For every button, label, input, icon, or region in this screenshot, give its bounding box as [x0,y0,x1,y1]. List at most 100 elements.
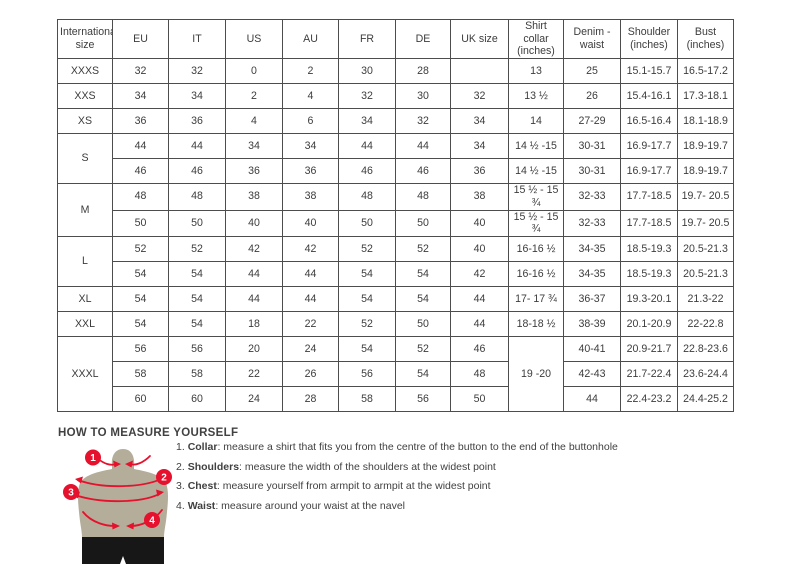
size-chart-body: XXXS 32 32 0 2 30 28 13 25 15.1-15.7 16.5-17.2 XXS 3… [57,58,734,412]
column-header: Shirt collar (inches) [508,18,564,60]
table-cell: 42-43 [563,360,621,387]
marker-number-1: 1 [90,453,96,464]
table-cell: 54 [168,285,226,312]
table-cell: 24 [225,385,283,412]
table-cell: 17.7-18.5 [620,183,678,211]
table-row: XL 54 54 44 44 54 54 44 17- 17 ¾ 36-37 19.3-20.1 21… [57,285,734,312]
table-cell: 32 [112,58,169,85]
table-cell: 40 [450,209,509,237]
table-cell: 32-33 [563,209,621,237]
mannequin-shorts [82,537,164,564]
column-header: Bust (inches) [677,18,734,60]
table-cell: 48 [112,183,169,211]
table-cell: 16-16 ½ [508,260,564,287]
table-cell: 44 [225,260,283,287]
table-cell: 40 [450,235,509,262]
table-cell: 54 [168,310,226,337]
table-cell: 4 [225,108,283,135]
table-cell: 44 [112,133,169,160]
table-cell: 42 [282,235,339,262]
column-header: Denim - waist [563,18,621,60]
table-cell: 34 [338,108,396,135]
table-cell: 26 [563,83,621,110]
table-cell: 32 [168,58,226,85]
marker-circle-2 [156,469,172,485]
table-cell: 54 [395,260,451,287]
table-cell: 44 [225,285,283,312]
table-cell: 50 [338,209,396,237]
table-cell: 27-29 [563,108,621,135]
table-cell: 54 [395,360,451,387]
table-cell: 13 [508,58,564,85]
table-cell: 48 [168,183,226,211]
table-cell: XXL [57,310,113,337]
table-cell: 15.4-16.1 [620,83,678,110]
table-cell: 32 [338,83,396,110]
table-cell: XS [57,108,113,135]
column-header: Shoulder (inches) [620,18,678,60]
table-cell: 20.1-20.9 [620,310,678,337]
table-cell: 15 ½ - 15 ¾ [508,209,564,237]
table-cell: 56 [395,385,451,412]
table-row: 54 54 44 44 54 54 42 16-16 ½ 34-35 18.5-19.3 20.5-… [58,260,734,287]
table-cell: 46 [395,158,451,185]
table-cell: 40-41 [563,335,621,362]
table-cell: 28 [395,58,451,85]
table-cell: 46 [338,158,396,185]
table-cell: 44 [282,260,339,287]
measure-instructions-list: 1. Collar: measure a shirt that fits you… [176,441,618,520]
table-cell: 46 [450,335,509,362]
table-cell: 52 [338,310,396,337]
table-cell: 22.8-23.6 [677,335,734,362]
marker-circle-1 [85,449,101,466]
table-cell: 19.7- 20.5 [677,183,734,211]
table-cell: 18.9-19.7 [677,158,734,185]
table-cell: 4 [282,83,339,110]
mannequin-illustration: 1 2 3 4 [63,449,172,564]
table-cell: 36 [282,158,339,185]
table-cell: 56 [338,360,396,387]
table-cell: 48 [450,360,509,387]
table-cell: 52 [168,235,226,262]
size-chart-header: International size EU IT US AU FR DE UK size Shi… [57,18,734,60]
table-cell: 18.5-19.3 [620,235,678,262]
column-header: FR [338,18,396,60]
marker-circle-3 [63,484,79,500]
table-cell: XL [57,285,113,312]
measure-instruction-label: Waist [187,499,216,512]
table-cell: 15 ½ - 15 ¾ [508,183,564,211]
table-cell: 38-39 [563,310,621,337]
table-cell: 52 [112,235,169,262]
table-cell: 32 [450,83,509,110]
chest-measure-line [74,492,162,503]
table-cell: 13 ½ [508,83,564,110]
column-header: US [225,18,283,60]
table-cell: 16.9-17.7 [620,133,678,160]
table-cell: 54 [112,285,169,312]
marker-number-2: 2 [161,473,167,484]
table-cell: 40 [225,209,283,237]
table-cell: 34-35 [563,260,621,287]
column-header: AU [282,18,339,60]
table-cell: 54 [395,285,451,312]
table-cell: 25 [563,58,621,85]
table-cell: 46 [168,158,226,185]
table-cell: 42 [450,260,509,287]
column-header: UK size [450,18,509,60]
table-cell: 30-31 [563,158,621,185]
table-cell: 54 [168,260,226,287]
table-cell: 48 [395,183,451,211]
table-cell: 40 [282,209,339,237]
table-cell: 28 [282,385,339,412]
table-cell: 22 [282,310,339,337]
table-cell: 50 [395,310,451,337]
table-cell: 22.4-23.2 [620,385,678,412]
measure-instruction: 4. Waist: measure around your waist at t… [176,499,405,512]
table-cell: 50 [450,385,509,412]
table-cell: 50 [395,209,451,237]
table-cell: L [57,235,113,287]
table-cell: XXXS [57,58,113,85]
table-cell: 44 [450,310,509,337]
measure-instruction-label: Chest [187,480,217,492]
table-cell: 60 [168,385,226,412]
